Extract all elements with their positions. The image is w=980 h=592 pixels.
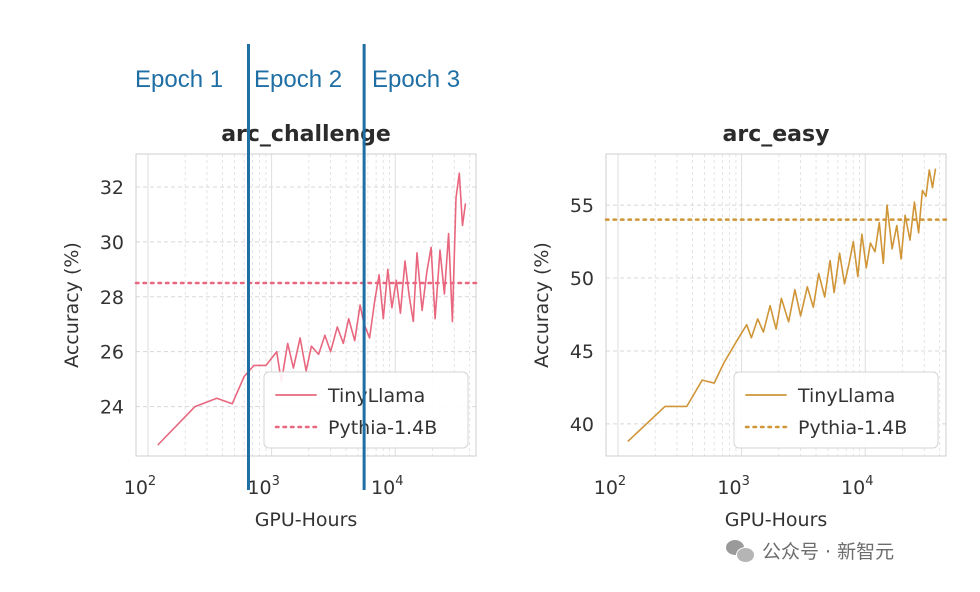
legend-label: TinyLlama: [327, 385, 425, 407]
x-tick-mantissa: 10: [717, 477, 741, 499]
x-axis-label: GPU-Hours: [255, 509, 358, 531]
y-axis-label: Accuracy (%): [61, 242, 83, 368]
x-tick-label: 104: [841, 474, 873, 499]
x-tick-exponent: 3: [272, 474, 280, 489]
epoch-2-label: Epoch 2: [254, 66, 343, 93]
x-tick-exponent: 2: [148, 474, 156, 489]
y-tick-label: 40: [570, 414, 594, 436]
x-tick-exponent: 4: [395, 474, 403, 489]
legend: TinyLlama Pythia-1.4B: [733, 371, 939, 449]
axes-frame: [605, 153, 947, 457]
x-tick-mantissa: 10: [841, 477, 865, 499]
epoch-1-label: Epoch 1: [135, 66, 224, 93]
axes-frame: [135, 153, 477, 457]
x-tick-exponent: 2: [618, 474, 626, 489]
legend-label: Pythia-1.4B: [798, 417, 907, 439]
x-tick-label: 104: [371, 474, 403, 499]
x-tick-mantissa: 10: [247, 477, 271, 499]
y-tick-label: 28: [100, 287, 124, 309]
legend-box: [733, 371, 939, 449]
y-tick-label: 50: [570, 268, 594, 290]
series-tinyllama: [627, 168, 937, 442]
chart-title: arc_easy: [723, 122, 830, 147]
y-tick-label: 45: [570, 341, 594, 363]
y-tick-label: 55: [570, 195, 594, 217]
x-tick-label: 103: [717, 474, 749, 499]
x-tick-exponent: 4: [865, 474, 873, 489]
legend: TinyLlama Pythia-1.4B: [263, 371, 469, 449]
x-tick-mantissa: 10: [371, 477, 395, 499]
x-tick-label: 102: [594, 474, 626, 499]
legend-box: [263, 371, 469, 449]
x-tick-exponent: 3: [742, 474, 750, 489]
y-tick-label: 26: [100, 342, 124, 364]
legend-label: Pythia-1.4B: [328, 417, 437, 439]
x-tick-mantissa: 10: [124, 477, 148, 499]
x-axis-label: GPU-Hours: [725, 509, 828, 531]
x-tick-mantissa: 10: [594, 477, 618, 499]
watermark: 公众号 · 新智元: [726, 534, 894, 566]
y-axis-label: Accuracy (%): [531, 242, 553, 368]
legend-label: TinyLlama: [797, 385, 895, 407]
y-tick-label: 32: [100, 177, 124, 199]
epoch-3-label: Epoch 3: [372, 66, 461, 93]
y-tick-label: 24: [100, 397, 124, 419]
watermark-text: 公众号 · 新智元: [762, 540, 895, 563]
wechat-icon: [726, 538, 755, 563]
x-tick-label: 103: [247, 474, 279, 499]
y-tick-label: 30: [100, 232, 124, 254]
x-tick-label: 102: [124, 474, 156, 499]
